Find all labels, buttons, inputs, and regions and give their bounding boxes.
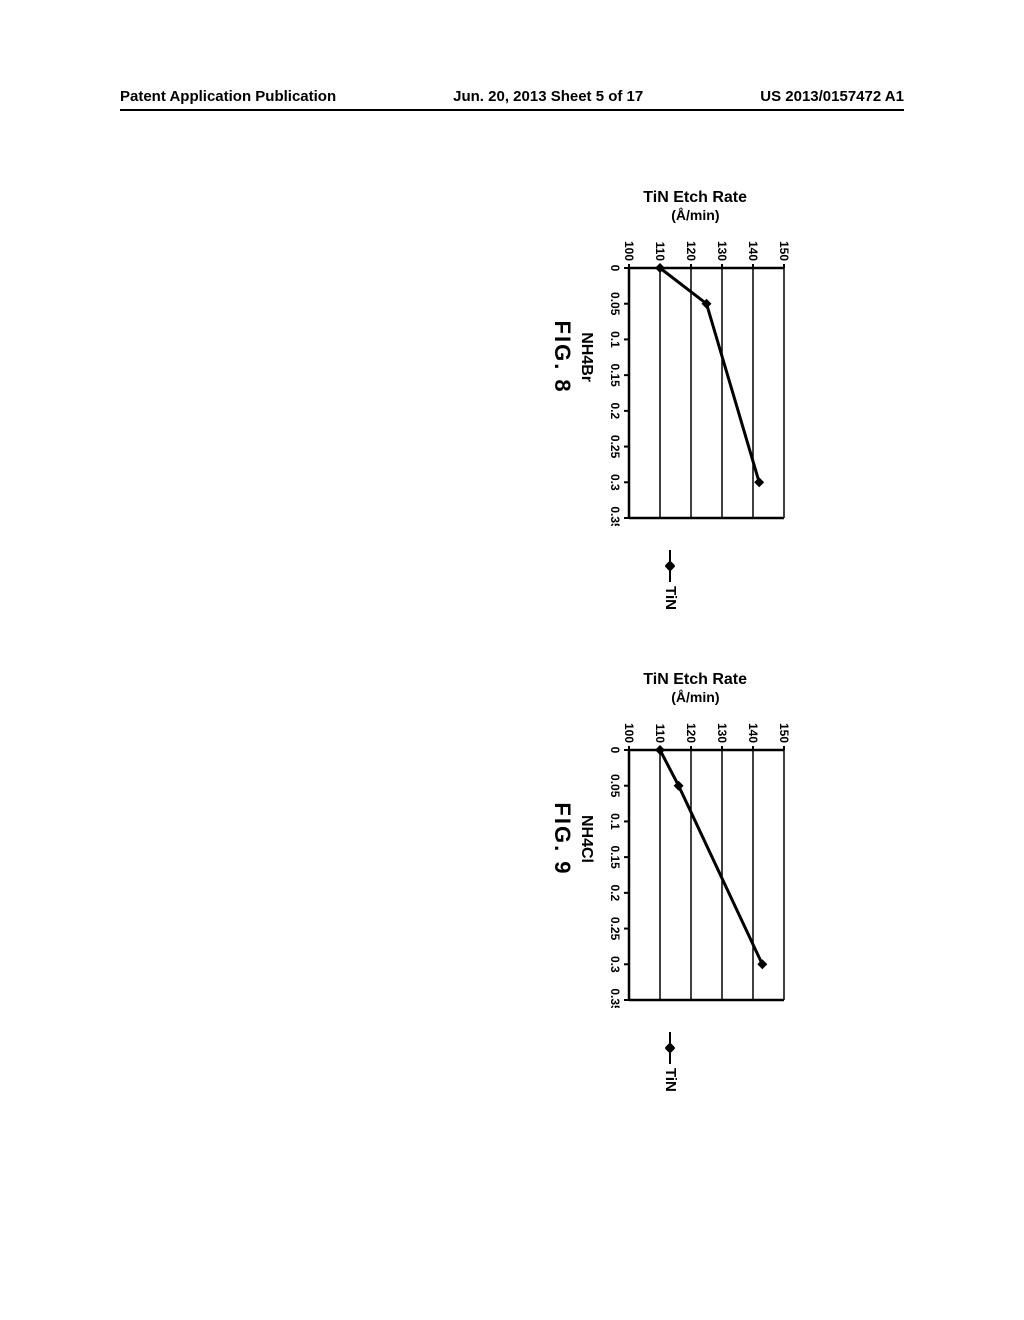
y-label-line2: (Å/min) (644, 689, 748, 706)
y-label-line2: (Å/min) (644, 207, 748, 224)
y-label-line1: TiN Etch Rate (644, 189, 748, 206)
x-axis-label: NH4Cl (577, 815, 595, 863)
x-tick-label: 0.1 (608, 331, 622, 348)
legend-marker-icon (670, 550, 672, 582)
x-tick-label: 0.15 (608, 364, 622, 388)
header-left: Patent Application Publication (120, 88, 336, 105)
axis-row: TiN Etch Rate(Å/min) 100 110 120 130 140 150 0 0… (599, 188, 792, 526)
figure-block: TiN Etch Rate(Å/min) 100 110 120 130 140 150 0 0… (549, 188, 792, 610)
header-center: Jun. 20, 2013 Sheet 5 of 17 (453, 88, 643, 105)
y-tick-label: 120 (684, 241, 698, 261)
x-tick-label: 0.25 (608, 435, 622, 459)
figure-label: FIG. 9 (549, 802, 575, 875)
y-tick-label: 140 (746, 241, 760, 261)
x-tick-label: 0.2 (608, 403, 622, 420)
x-tick-label: 0.35 (608, 506, 622, 526)
y-tick-label: 110 (653, 724, 667, 744)
content-area: TiN Etch Rate(Å/min) 100 110 120 130 140 150 0 0… (232, 260, 792, 1020)
legend-marker-icon (670, 1032, 672, 1064)
rotated-figures: TiN Etch Rate(Å/min) 100 110 120 130 140 150 0 0… (232, 260, 792, 1020)
chart-svg: 100 110 120 130 140 150 0 0.05 0.1 0.15 0.2 0.25 0.3… (599, 712, 792, 1008)
data-marker (754, 477, 764, 487)
y-tick-label: 100 (622, 723, 636, 743)
y-tick-label: 130 (715, 723, 729, 743)
page-header: Patent Application Publication Jun. 20, … (0, 88, 1024, 111)
chart-plot: 100 110 120 130 140 150 0 0.05 0.1 0.15 0.2 0.25 0.3… (599, 230, 792, 526)
y-label-line1: TiN Etch Rate (644, 671, 748, 688)
x-tick-label: 0.1 (608, 813, 622, 830)
x-tick-label: 0.3 (608, 956, 622, 973)
x-tick-label: 0.2 (608, 884, 622, 901)
figure-label: FIG. 8 (549, 321, 575, 394)
chart-svg: 100 110 120 130 140 150 0 0.05 0.1 0.15 0.2 0.25 0.3… (599, 230, 792, 526)
legend-label: TiN (662, 1068, 679, 1092)
legend-label: TiN (662, 586, 679, 610)
x-tick-label: 0.35 (608, 988, 622, 1008)
header-divider (120, 109, 904, 111)
y-axis-label: TiN Etch Rate(Å/min) (644, 670, 748, 706)
axis-row: TiN Etch Rate(Å/min) 100 110 120 130 140 150 0 0… (599, 670, 792, 1008)
chart-legend: TiN (662, 1032, 679, 1092)
y-tick-label: 110 (653, 242, 667, 262)
x-tick-label: 0.3 (608, 474, 622, 491)
x-tick-label: 0.15 (608, 845, 622, 869)
x-tick-label: 0 (608, 747, 622, 754)
chart-wrapper: TiN Etch Rate(Å/min) 100 110 120 130 140 150 0 0… (549, 670, 792, 1008)
y-tick-label: 150 (777, 723, 791, 743)
y-tick-label: 150 (777, 241, 791, 261)
x-tick-label: 0.05 (608, 292, 622, 316)
x-tick-label: 0.25 (608, 917, 622, 941)
header-right: US 2013/0157472 A1 (760, 88, 904, 105)
x-axis-label: NH4Br (577, 332, 595, 382)
y-tick-label: 120 (684, 723, 698, 743)
data-marker (757, 959, 767, 969)
y-tick-label: 140 (746, 723, 760, 743)
y-tick-label: 130 (715, 241, 729, 261)
chart-legend: TiN (662, 550, 679, 610)
chart-plot: 100 110 120 130 140 150 0 0.05 0.1 0.15 0.2 0.25 0.3… (599, 712, 792, 1008)
chart-wrapper: TiN Etch Rate(Å/min) 100 110 120 130 140 150 0 0… (549, 188, 792, 526)
y-tick-label: 100 (622, 241, 636, 261)
figure-block: TiN Etch Rate(Å/min) 100 110 120 130 140 150 0 0… (549, 670, 792, 1092)
x-tick-label: 0 (608, 265, 622, 272)
y-axis-label: TiN Etch Rate(Å/min) (644, 188, 748, 224)
x-tick-label: 0.05 (608, 774, 622, 798)
